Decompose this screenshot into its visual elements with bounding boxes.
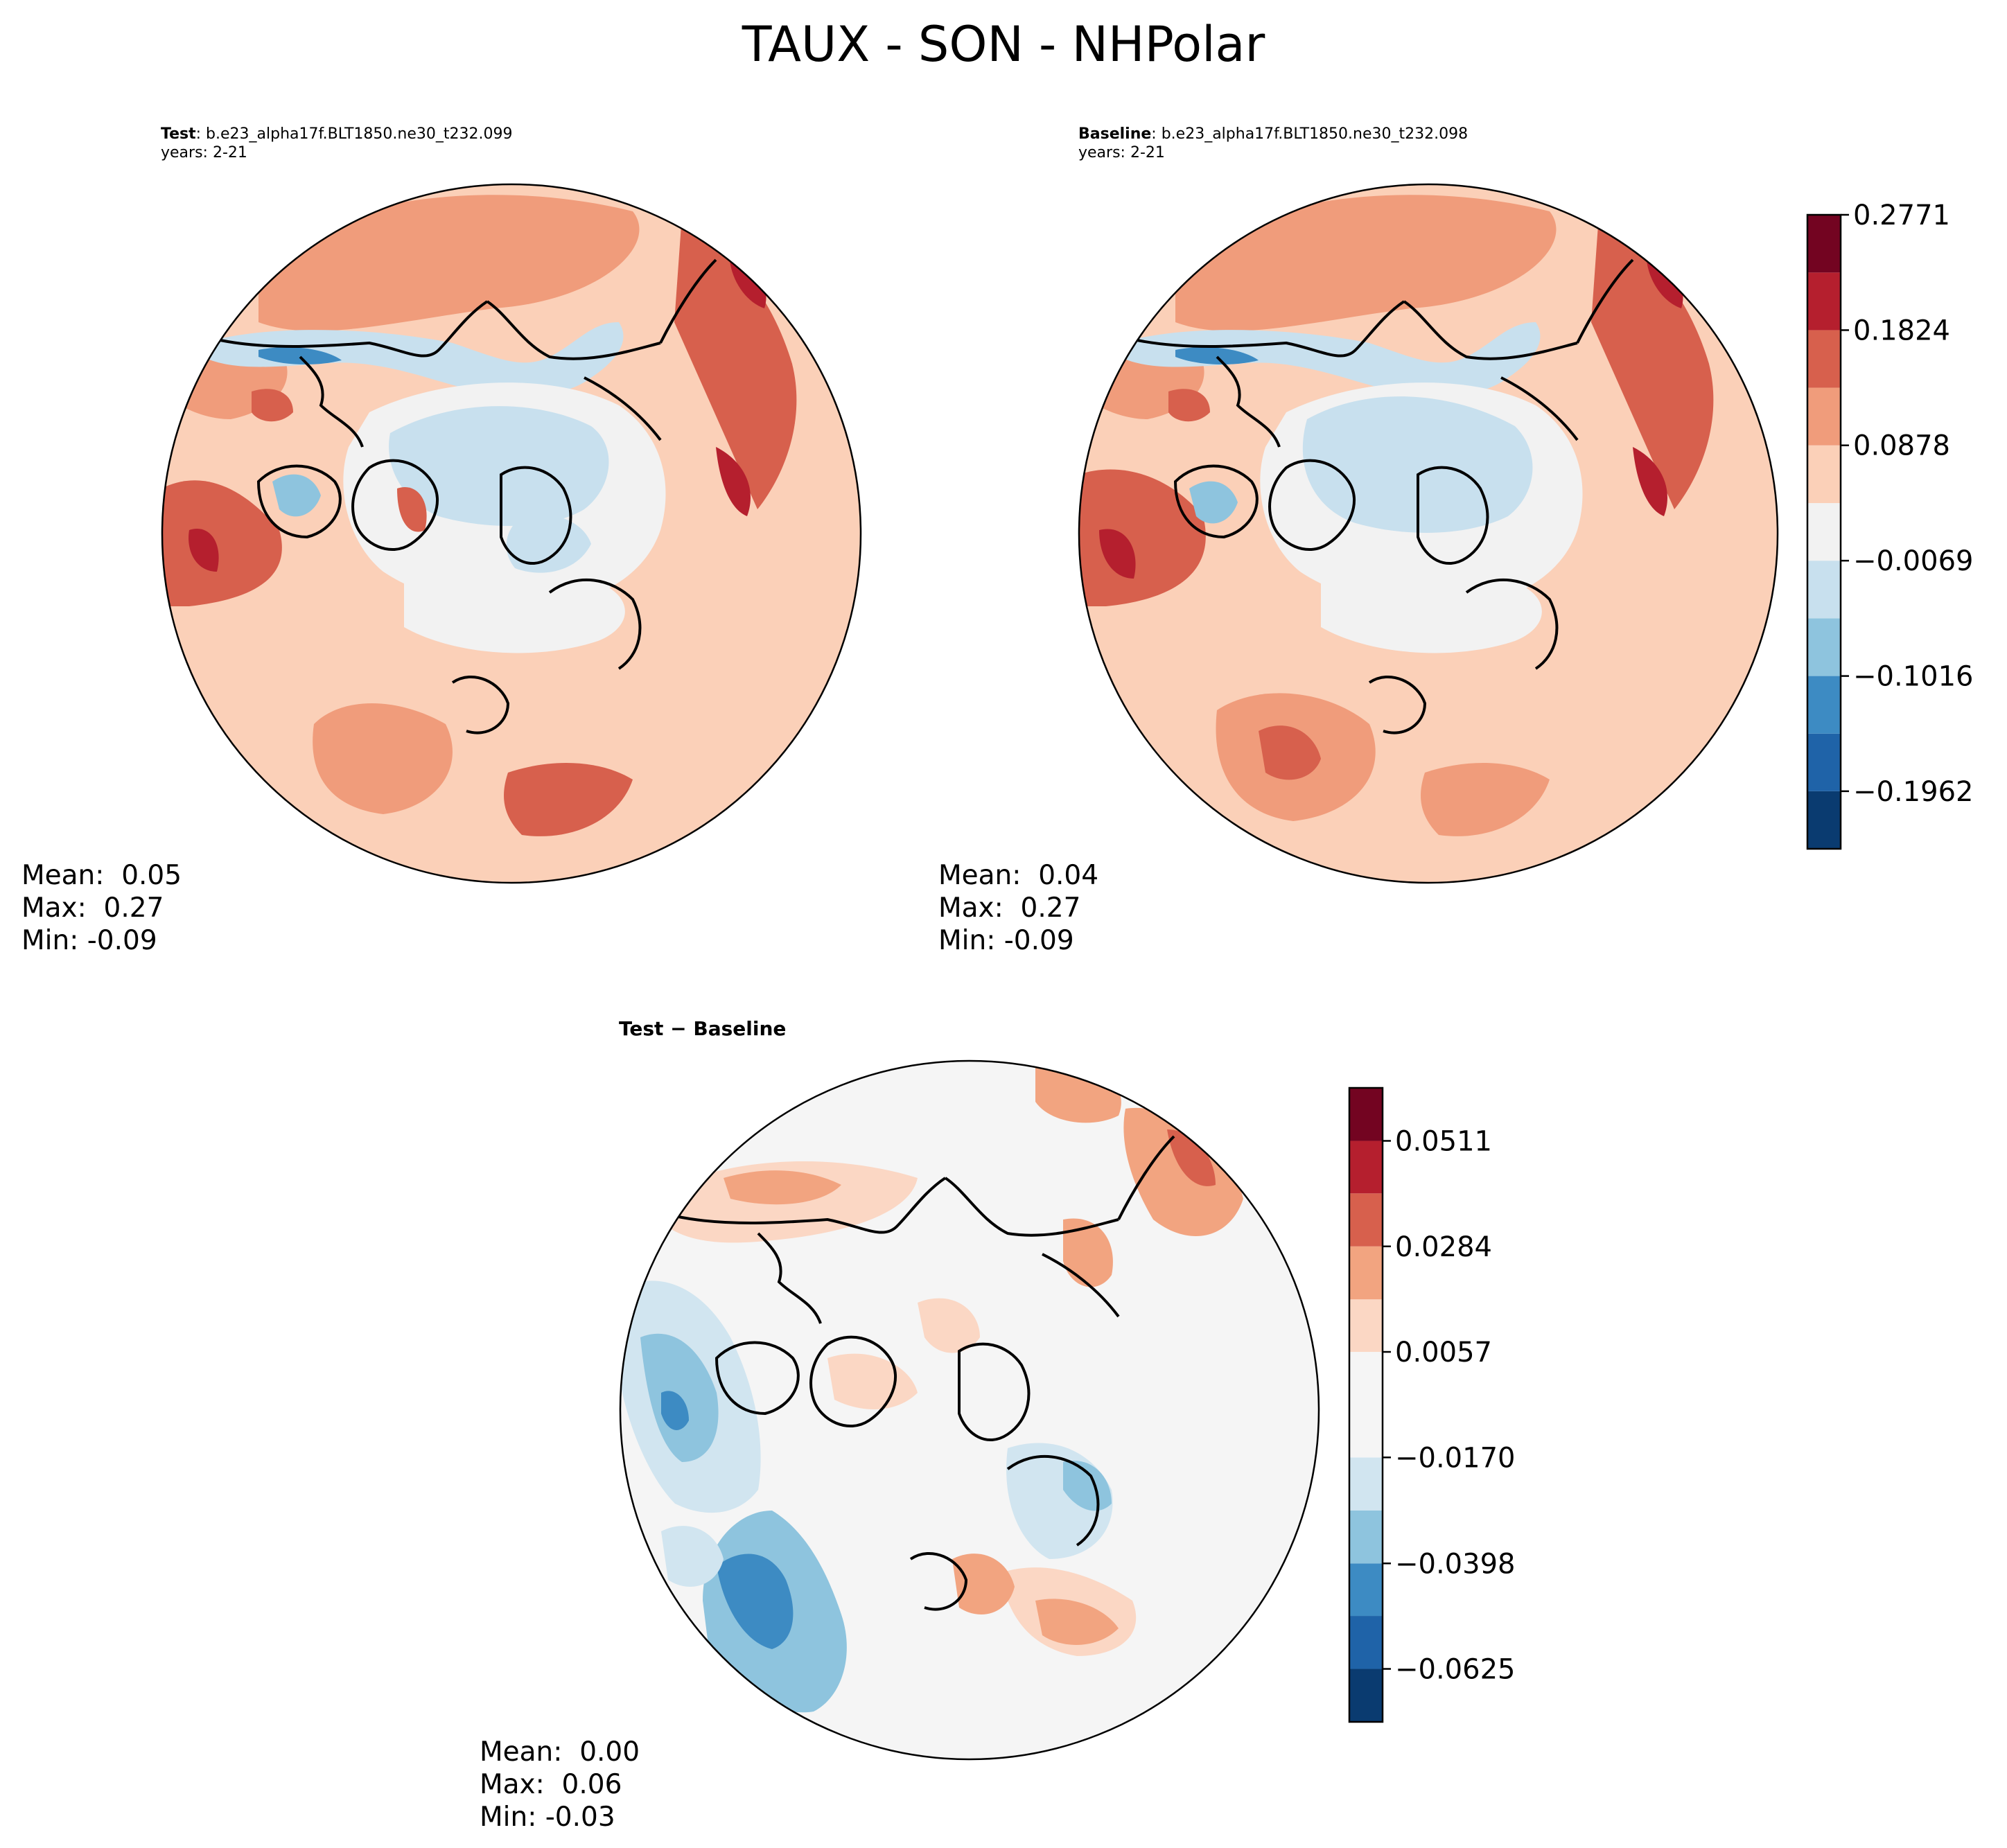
baseline-years: years: 2-21 [1078,144,1165,161]
colorbar-diff-segment [1349,1193,1383,1247]
colorbar-diff-frame [1348,1086,1384,1723]
diff-min: Min: -0.03 [480,1802,615,1833]
diff-map-boundary [619,1059,1320,1761]
colorbar-test-tick-label: 0.1824 [1853,315,1950,346]
colorbar-diff-segment [1349,1669,1383,1722]
colorbar-test-tick-label: 0.2771 [1853,200,1950,231]
test-panel-title: Test: b.e23_alpha17f.BLT1850.ne30_t232.0… [161,125,512,162]
colorbar-test-segment [1807,733,1841,791]
baseline-case-name: : b.e23_alpha17f.BLT1850.ne30_t232.098 [1151,125,1469,143]
colorbar-diff-tick-label: −0.0625 [1395,1654,1515,1686]
test-years: years: 2-21 [161,144,247,161]
colorbar-diff-tick-label: 0.0511 [1395,1125,1492,1157]
colorbar-test-segment [1807,503,1841,561]
test-map-boundary [161,183,862,884]
colorbar-diff-segment [1349,1563,1383,1617]
colorbar-test-segment [1807,618,1841,676]
colorbar-diff-tick-label: 0.0284 [1395,1231,1492,1263]
colorbar-diff-segment [1349,1299,1383,1353]
baseline-contour-fields [1078,195,1714,836]
colorbar-diff-segment [1349,1141,1383,1194]
colorbar-diff-segment [1349,1352,1383,1405]
colorbar-diff-segment [1349,1405,1383,1458]
baseline-polar-map [1078,183,1779,884]
colorbar-test-segment [1807,215,1841,273]
colorbar-diff-segment [1349,1457,1383,1511]
test-max: Max: 0.27 [21,892,164,924]
colorbar-diff-tick-label: −0.0170 [1395,1442,1515,1474]
diff-stats: Mean: 0.00 Max: 0.06 Min: -0.03 [480,1736,640,1833]
colorbar-test-segment [1807,272,1841,331]
colorbar-diff-tick-label: −0.0398 [1395,1548,1515,1580]
colorbar-test-tick-label: −0.1016 [1853,661,1973,693]
test-stats: Mean: 0.05 Max: 0.27 Min: -0.09 [21,859,182,957]
diff-mean: Mean: 0.00 [480,1736,640,1768]
baseline-coastlines [1133,258,1634,734]
baseline-min: Min: -0.09 [938,925,1074,956]
test-label: Test [161,125,196,143]
colorbar-test-segment [1807,445,1841,504]
colorbar-test-tick-label: 0.0878 [1853,430,1950,462]
diff-polar-map [619,1059,1320,1761]
diff-max: Max: 0.06 [480,1769,622,1800]
colorbar-test-tick-label: −0.1962 [1853,776,1973,808]
diff-panel-title: Test − Baseline [619,1017,787,1040]
baseline-mean: Mean: 0.04 [938,860,1099,891]
baseline-stats: Mean: 0.04 Max: 0.27 Min: -0.09 [938,859,1098,957]
figure-title: TAUX - SON - NHPolar [742,16,1265,73]
colorbar-test-baseline: 0.2771 0.1824 0.0878 −0.0069 −0.1016 −0.1962 [1806,200,1973,850]
colorbar-diff-segment [1349,1510,1383,1564]
diff-coastlines [674,1135,1175,1611]
test-min: Min: -0.09 [21,925,157,956]
test-contour-fields [161,195,797,836]
colorbar-test-segment [1807,791,1841,849]
colorbar-test-segment [1807,330,1841,388]
test-case-name: : b.e23_alpha17f.BLT1850.ne30_t232.099 [195,125,513,143]
test-mean: Mean: 0.05 [21,860,182,891]
colorbar-diff-tick-label: 0.0057 [1395,1337,1492,1369]
colorbar-diff-segment [1349,1088,1383,1141]
colorbar-diff-segment [1349,1246,1383,1300]
colorbar-test-segment [1807,676,1841,734]
baseline-map-boundary [1078,183,1779,884]
baseline-label: Baseline [1078,125,1152,143]
baseline-panel-title: Baseline: b.e23_alpha17f.BLT1850.ne30_t2… [1078,125,1468,162]
colorbar-test-segment [1807,561,1841,619]
baseline-max: Max: 0.27 [938,892,1081,924]
test-polar-map [161,183,862,884]
colorbar-diff-segment [1349,1616,1383,1669]
colorbar-test-frame [1806,213,1842,850]
colorbar-diff: 0.0511 0.0284 0.0057 −0.0170 −0.0398 −0.0625 [1348,1086,1515,1723]
colorbar-test-segment [1807,387,1841,446]
test-coastlines [216,258,717,734]
colorbar-test-tick-label: −0.0069 [1853,545,1973,577]
